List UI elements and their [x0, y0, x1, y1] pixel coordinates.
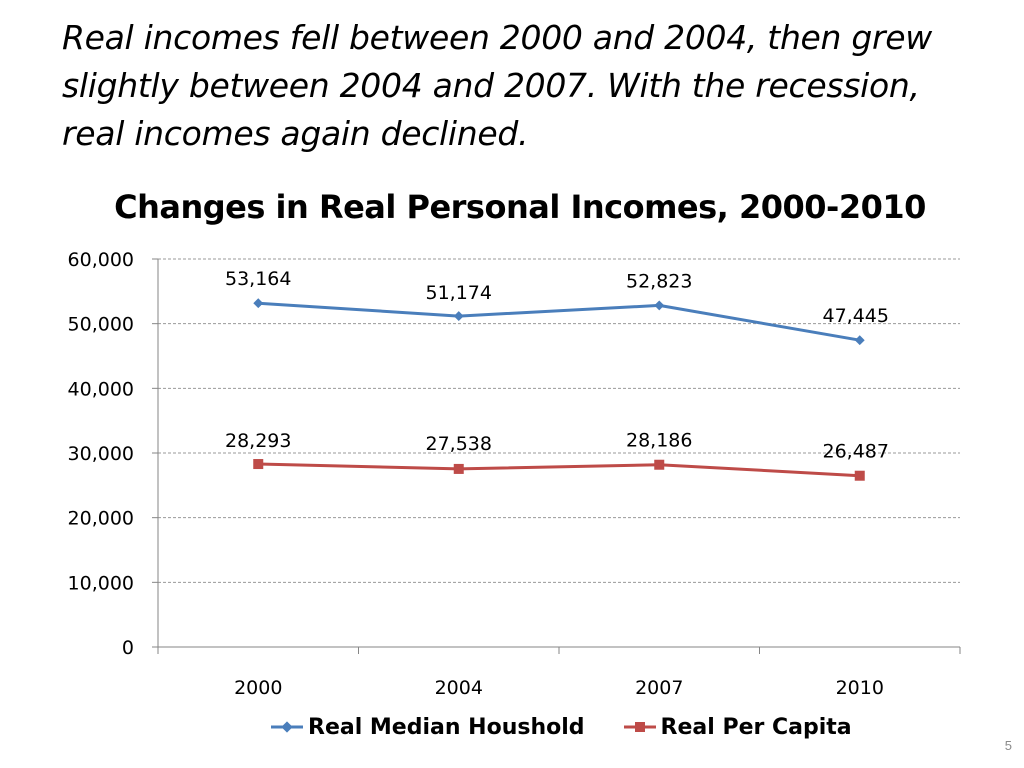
x-tick-label: 2010: [836, 677, 884, 699]
data-label: 28,186: [626, 430, 692, 452]
x-tick-label: 2007: [635, 677, 683, 699]
y-tick-label: 40,000: [68, 378, 134, 400]
series-lines: [253, 298, 865, 481]
legend-item-per-capita: Real Per Capita: [623, 715, 852, 740]
page-number: 5: [1004, 738, 1012, 753]
legend-swatch-household: [271, 721, 303, 733]
data-label: 26,487: [823, 441, 889, 463]
headline: Real incomes fell between 2000 and 2004,…: [62, 14, 962, 158]
data-label: 51,174: [426, 282, 492, 304]
y-tick-label: 30,000: [68, 443, 134, 465]
legend-item-household: Real Median Houshold: [270, 715, 585, 740]
series-line-household: [258, 301, 861, 342]
data-point-marker: [654, 459, 665, 470]
gridlines: [158, 258, 960, 583]
x-tick-label: 2000: [234, 677, 282, 699]
data-point-marker: [253, 298, 264, 309]
data-point-marker: [854, 470, 865, 481]
data-point-marker: [654, 300, 665, 311]
axes: 0 10,000 20,000 30,000 40,000 50,000 60,000 200…: [68, 249, 961, 699]
data-labels: 53,164 51,174 52,823 47,445 28,293 27,538 28,1…: [225, 268, 889, 463]
headline-line-1: Real incomes fell between 2000 and 2004,…: [62, 18, 932, 57]
series-line-per-capita: [258, 462, 860, 478]
data-label: 28,293: [225, 430, 291, 452]
data-label: 27,538: [426, 433, 492, 455]
data-label: 47,445: [823, 305, 889, 327]
y-tick-label: 10,000: [68, 572, 134, 594]
chart-title: Changes in Real Personal Incomes, 2000-2…: [114, 188, 926, 226]
legend-swatch-per-capita: [623, 722, 656, 732]
y-tick-label: 0: [122, 637, 134, 659]
data-label: 52,823: [626, 270, 692, 292]
data-label: 53,164: [225, 268, 291, 290]
y-tick-label: 50,000: [68, 314, 134, 336]
data-point-marker: [253, 459, 264, 470]
headline-line-3: real incomes again declined.: [62, 114, 529, 153]
data-point-marker: [453, 311, 464, 322]
data-point-marker: [453, 463, 464, 474]
headline-line-2: slightly between 2004 and 2007. With the…: [62, 66, 920, 105]
x-tick-label: 2004: [435, 677, 483, 699]
legend-label-per-capita: Real Per Capita: [660, 714, 852, 740]
data-point-marker: [854, 335, 865, 346]
legend: Real Median Houshold Real Per Capita: [270, 710, 852, 744]
y-tick-label: 20,000: [68, 508, 134, 530]
y-tick-label: 60,000: [68, 249, 134, 271]
legend-label-household: Real Median Houshold: [308, 714, 585, 740]
